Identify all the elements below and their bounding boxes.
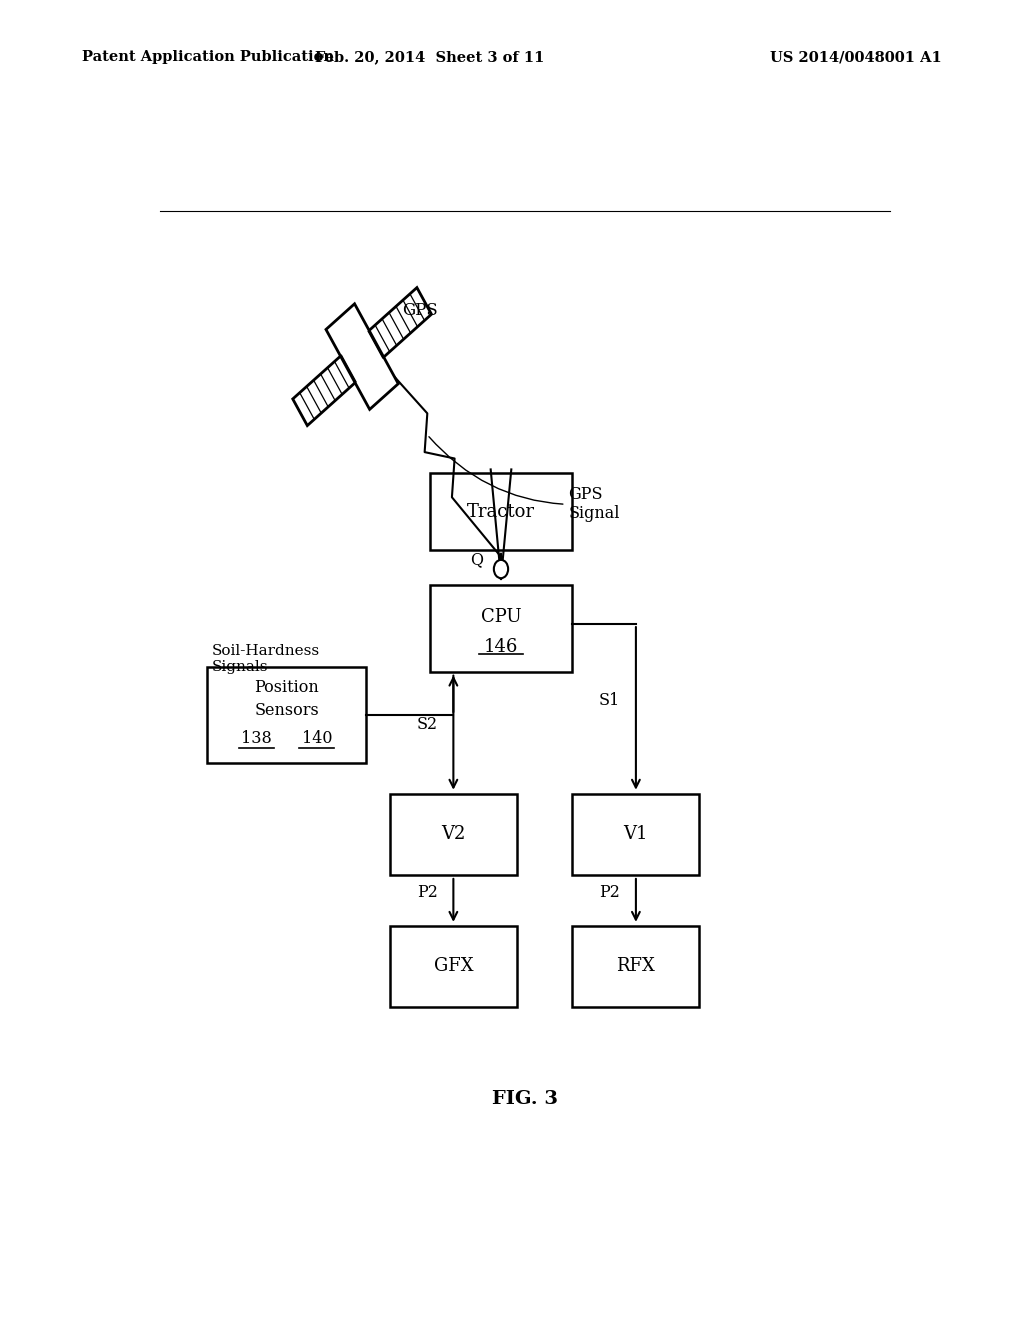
Bar xyxy=(430,585,572,672)
Text: V1: V1 xyxy=(624,825,648,843)
Bar xyxy=(207,667,367,763)
Text: P2: P2 xyxy=(599,884,620,900)
Text: Q: Q xyxy=(471,550,483,568)
Text: GPS: GPS xyxy=(401,302,437,319)
Text: S2: S2 xyxy=(417,715,437,733)
Text: CPU: CPU xyxy=(480,609,521,626)
Text: US 2014/0048001 A1: US 2014/0048001 A1 xyxy=(770,50,942,65)
Text: 138: 138 xyxy=(242,730,272,747)
Text: 140: 140 xyxy=(302,730,332,747)
Circle shape xyxy=(494,560,508,578)
Bar xyxy=(430,474,572,549)
Polygon shape xyxy=(326,304,398,409)
Text: GFX: GFX xyxy=(433,957,473,975)
Text: Patent Application Publication: Patent Application Publication xyxy=(82,50,334,65)
Text: Sensors: Sensors xyxy=(254,701,319,718)
Text: RFX: RFX xyxy=(616,957,655,975)
Text: V2: V2 xyxy=(441,825,466,843)
Bar xyxy=(390,793,517,875)
Text: P2: P2 xyxy=(417,884,437,900)
Text: Position: Position xyxy=(254,680,319,697)
Text: Soil-Hardness
Signals: Soil-Hardness Signals xyxy=(211,644,319,675)
Text: FIG. 3: FIG. 3 xyxy=(492,1089,558,1107)
Bar xyxy=(572,793,699,875)
Text: S1: S1 xyxy=(599,692,620,709)
Text: GPS
Signal: GPS Signal xyxy=(429,437,620,523)
Text: Feb. 20, 2014  Sheet 3 of 11: Feb. 20, 2014 Sheet 3 of 11 xyxy=(315,50,545,65)
Polygon shape xyxy=(369,288,431,358)
Text: 146: 146 xyxy=(483,639,518,656)
Text: Tractor: Tractor xyxy=(467,503,535,520)
Bar xyxy=(390,925,517,1007)
Bar xyxy=(572,925,699,1007)
Polygon shape xyxy=(293,355,356,425)
